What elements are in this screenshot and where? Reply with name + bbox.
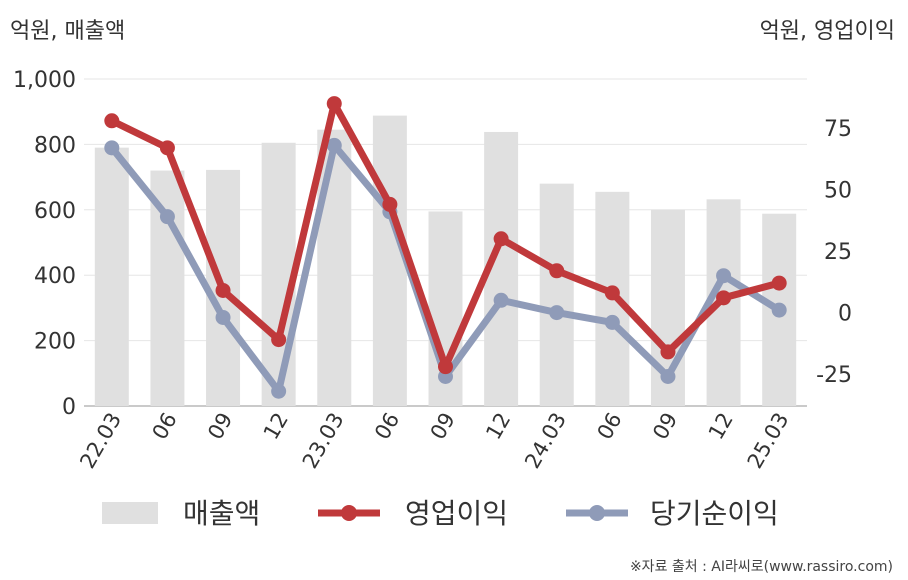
point-net-income (215, 309, 231, 325)
x-tick-label: 06 (148, 409, 182, 444)
legend-swatch-marker (589, 505, 605, 521)
right-tick-label: -25 (816, 363, 852, 388)
point-operating-profit (493, 231, 509, 247)
right-axis-unit: 억원, 영업이익 (760, 19, 895, 44)
x-tick-label: 09 (203, 409, 237, 444)
point-net-income (271, 383, 287, 399)
left-axis-unit: 억원, 매출액 (10, 19, 125, 44)
point-net-income (493, 292, 509, 308)
point-operating-profit (326, 96, 342, 112)
source-note: ※자료 출처 : AI라씨로(www.rassiro.com) (630, 559, 893, 575)
left-tick-label: 600 (34, 199, 76, 224)
legend-label: 당기순이익 (650, 497, 779, 530)
left-tick-label: 200 (34, 330, 76, 355)
point-operating-profit (382, 196, 398, 212)
bar-sales (261, 142, 296, 406)
legend: 매출액 영업이익 당기순이익 (102, 497, 779, 530)
x-tick-label: 25.03 (743, 409, 794, 473)
right-tick-label: 50 (824, 179, 852, 204)
x-tick-label: 09 (648, 409, 682, 444)
point-net-income (660, 368, 676, 384)
point-operating-profit (660, 344, 676, 360)
legend-swatch-sales (102, 502, 158, 524)
x-tick-label: 12 (259, 409, 293, 444)
right-axis-ticks: -25 0 25 50 75 (816, 117, 852, 388)
x-tick-label: 12 (704, 409, 738, 444)
point-net-income (716, 268, 732, 284)
bar-sales (94, 147, 129, 407)
x-tick-label: 22.03 (75, 409, 126, 473)
x-tick-label: 09 (426, 409, 460, 444)
point-operating-profit (771, 275, 787, 291)
point-operating-profit (716, 290, 732, 306)
bar-sales (317, 129, 352, 406)
left-tick-label: 0 (62, 395, 76, 420)
left-axis-ticks: 0 200 400 600 800 1,000 (13, 68, 76, 420)
point-net-income (326, 137, 342, 153)
point-operating-profit (438, 359, 453, 375)
right-tick-label: 0 (838, 302, 852, 327)
line-series (104, 96, 787, 399)
left-tick-label: 800 (34, 133, 76, 158)
left-tick-label: 1,000 (13, 68, 76, 93)
right-tick-label: 25 (824, 240, 852, 265)
x-tick-label: 23.03 (298, 409, 349, 473)
point-operating-profit (159, 140, 175, 156)
point-operating-profit (271, 332, 287, 348)
left-tick-label: 400 (34, 264, 76, 289)
legend-swatch-marker (341, 505, 357, 521)
x-tick-label: 12 (481, 408, 515, 443)
x-tick-label: 24.03 (520, 409, 571, 473)
point-net-income (549, 305, 565, 321)
bar-sales (372, 115, 407, 407)
point-net-income (104, 140, 120, 156)
point-net-income (159, 209, 175, 225)
x-tick-label: 06 (370, 409, 404, 444)
x-axis-ticks: 22.03 06 09 12 23.03 06 09 12 24.03 06 09 12 25.03 (75, 408, 793, 472)
point-net-income (604, 314, 620, 330)
point-operating-profit (215, 282, 231, 298)
bar-sales (539, 183, 574, 406)
right-tick-label: 75 (824, 117, 852, 142)
legend-label: 매출액 (183, 497, 260, 530)
point-operating-profit (549, 263, 565, 279)
point-net-income (771, 302, 787, 318)
legend-label: 영업이익 (405, 497, 508, 530)
point-operating-profit (604, 285, 620, 301)
x-tick-label: 06 (593, 409, 627, 444)
point-operating-profit (104, 113, 120, 129)
